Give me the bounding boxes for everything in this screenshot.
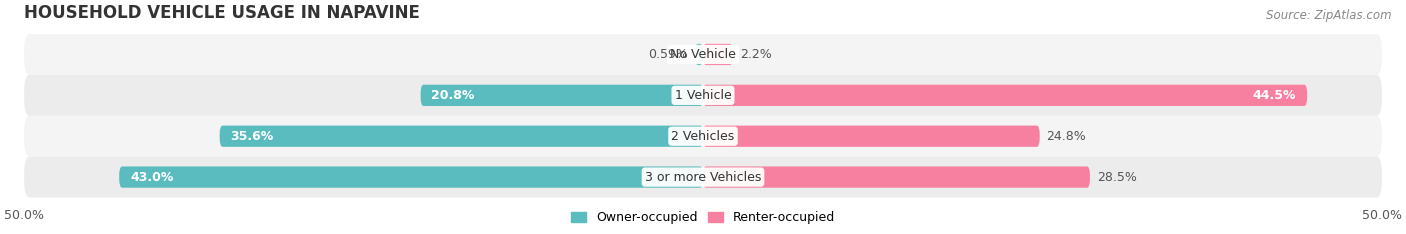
Text: 2 Vehicles: 2 Vehicles [672,130,734,143]
Text: 43.0%: 43.0% [131,171,173,184]
Text: 3 or more Vehicles: 3 or more Vehicles [645,171,761,184]
FancyBboxPatch shape [695,44,703,65]
FancyBboxPatch shape [703,85,1308,106]
Text: 28.5%: 28.5% [1097,171,1136,184]
FancyBboxPatch shape [24,75,1382,116]
Text: 44.5%: 44.5% [1253,89,1296,102]
Text: 20.8%: 20.8% [432,89,475,102]
FancyBboxPatch shape [24,157,1382,197]
FancyBboxPatch shape [703,166,1090,188]
FancyBboxPatch shape [703,126,1039,147]
FancyBboxPatch shape [24,34,1382,75]
FancyBboxPatch shape [24,116,1382,157]
Text: Source: ZipAtlas.com: Source: ZipAtlas.com [1267,9,1392,22]
FancyBboxPatch shape [219,126,703,147]
Text: 1 Vehicle: 1 Vehicle [675,89,731,102]
Text: 2.2%: 2.2% [740,48,772,61]
FancyBboxPatch shape [703,44,733,65]
Legend: Owner-occupied, Renter-occupied: Owner-occupied, Renter-occupied [567,206,839,229]
Text: No Vehicle: No Vehicle [671,48,735,61]
Text: HOUSEHOLD VEHICLE USAGE IN NAPAVINE: HOUSEHOLD VEHICLE USAGE IN NAPAVINE [24,4,420,22]
FancyBboxPatch shape [120,166,703,188]
FancyBboxPatch shape [420,85,703,106]
Text: 24.8%: 24.8% [1046,130,1087,143]
Text: 0.59%: 0.59% [648,48,688,61]
Text: 35.6%: 35.6% [231,130,274,143]
